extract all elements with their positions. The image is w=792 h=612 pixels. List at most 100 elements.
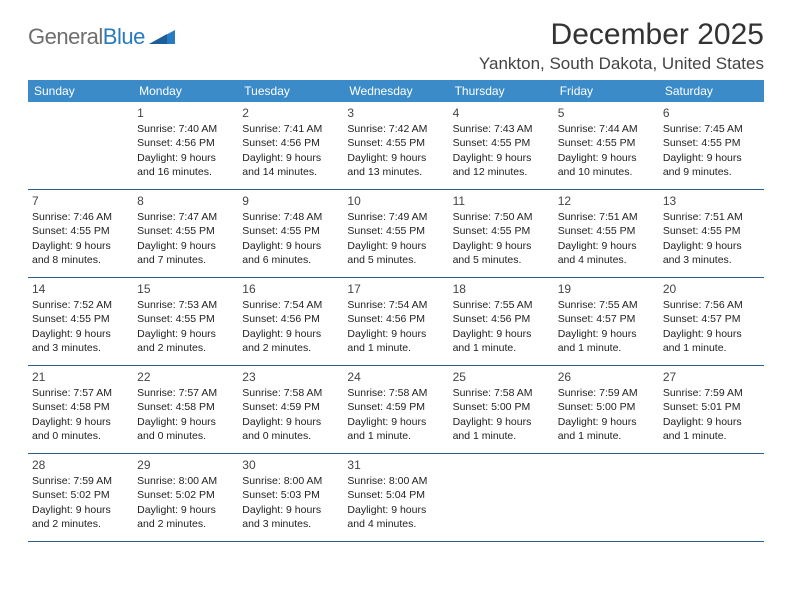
day-detail-line: Sunrise: 7:46 AM: [32, 210, 129, 224]
calendar-day-cell: 31Sunrise: 8:00 AMSunset: 5:04 PMDayligh…: [343, 454, 448, 542]
day-number: 29: [137, 457, 234, 473]
calendar-day-cell: 6Sunrise: 7:45 AMSunset: 4:55 PMDaylight…: [659, 102, 764, 190]
day-detail-line: Sunrise: 7:59 AM: [663, 386, 760, 400]
day-detail-line: Sunrise: 7:54 AM: [242, 298, 339, 312]
location-subtitle: Yankton, South Dakota, United States: [479, 54, 764, 74]
day-detail-line: Sunset: 4:56 PM: [242, 312, 339, 326]
calendar-table: SundayMondayTuesdayWednesdayThursdayFrid…: [28, 80, 764, 542]
day-detail-line: Sunset: 4:55 PM: [663, 224, 760, 238]
day-detail-line: Daylight: 9 hours: [558, 415, 655, 429]
calendar-day-cell: 5Sunrise: 7:44 AMSunset: 4:55 PMDaylight…: [554, 102, 659, 190]
day-detail-line: Sunset: 4:55 PM: [558, 136, 655, 150]
day-detail-line: Sunset: 4:55 PM: [242, 224, 339, 238]
day-detail-line: Daylight: 9 hours: [453, 239, 550, 253]
day-detail-line: Sunset: 4:56 PM: [453, 312, 550, 326]
day-detail-line: Sunset: 5:04 PM: [347, 488, 444, 502]
day-detail-line: and 3 minutes.: [242, 517, 339, 531]
calendar-day-cell: 28Sunrise: 7:59 AMSunset: 5:02 PMDayligh…: [28, 454, 133, 542]
day-detail-line: Daylight: 9 hours: [137, 239, 234, 253]
day-detail-line: Daylight: 9 hours: [663, 327, 760, 341]
day-detail-line: Sunset: 4:59 PM: [242, 400, 339, 414]
weekday-header: Friday: [554, 80, 659, 102]
calendar-week-row: 1Sunrise: 7:40 AMSunset: 4:56 PMDaylight…: [28, 102, 764, 190]
brand-part1: General: [28, 24, 103, 49]
calendar-week-row: 21Sunrise: 7:57 AMSunset: 4:58 PMDayligh…: [28, 366, 764, 454]
day-detail-line: Sunset: 4:55 PM: [137, 312, 234, 326]
day-detail-line: Sunrise: 7:55 AM: [453, 298, 550, 312]
calendar-week-row: 7Sunrise: 7:46 AMSunset: 4:55 PMDaylight…: [28, 190, 764, 278]
day-number: 5: [558, 105, 655, 121]
day-detail-line: Sunset: 5:02 PM: [32, 488, 129, 502]
day-detail-line: Daylight: 9 hours: [242, 151, 339, 165]
day-detail-line: Sunrise: 7:56 AM: [663, 298, 760, 312]
calendar-day-cell: 2Sunrise: 7:41 AMSunset: 4:56 PMDaylight…: [238, 102, 343, 190]
weekday-header: Tuesday: [238, 80, 343, 102]
day-number: 19: [558, 281, 655, 297]
day-detail-line: Sunrise: 7:43 AM: [453, 122, 550, 136]
day-detail-line: and 2 minutes.: [32, 517, 129, 531]
day-detail-line: Sunrise: 7:52 AM: [32, 298, 129, 312]
day-number: 13: [663, 193, 760, 209]
day-detail-line: and 8 minutes.: [32, 253, 129, 267]
day-detail-line: and 5 minutes.: [347, 253, 444, 267]
day-detail-line: and 13 minutes.: [347, 165, 444, 179]
day-detail-line: Daylight: 9 hours: [663, 239, 760, 253]
calendar-day-cell: 20Sunrise: 7:56 AMSunset: 4:57 PMDayligh…: [659, 278, 764, 366]
day-detail-line: Daylight: 9 hours: [242, 327, 339, 341]
day-detail-line: and 1 minute.: [453, 341, 550, 355]
day-detail-line: Sunset: 4:55 PM: [453, 224, 550, 238]
day-detail-line: Sunset: 5:03 PM: [242, 488, 339, 502]
day-detail-line: Sunset: 4:55 PM: [347, 136, 444, 150]
day-detail-line: Sunrise: 7:51 AM: [558, 210, 655, 224]
day-detail-line: Sunset: 4:55 PM: [558, 224, 655, 238]
day-detail-line: and 3 minutes.: [663, 253, 760, 267]
day-detail-line: and 3 minutes.: [32, 341, 129, 355]
day-number: 9: [242, 193, 339, 209]
calendar-day-cell: 22Sunrise: 7:57 AMSunset: 4:58 PMDayligh…: [133, 366, 238, 454]
calendar-day-cell: 16Sunrise: 7:54 AMSunset: 4:56 PMDayligh…: [238, 278, 343, 366]
day-number: 11: [453, 193, 550, 209]
day-detail-line: and 1 minute.: [347, 429, 444, 443]
day-detail-line: Sunset: 5:01 PM: [663, 400, 760, 414]
calendar-day-cell: 29Sunrise: 8:00 AMSunset: 5:02 PMDayligh…: [133, 454, 238, 542]
day-detail-line: Sunset: 4:59 PM: [347, 400, 444, 414]
day-detail-line: Sunset: 4:55 PM: [137, 224, 234, 238]
calendar-day-cell: 21Sunrise: 7:57 AMSunset: 4:58 PMDayligh…: [28, 366, 133, 454]
day-detail-line: and 7 minutes.: [137, 253, 234, 267]
day-detail-line: and 6 minutes.: [242, 253, 339, 267]
calendar-week-row: 14Sunrise: 7:52 AM Sunset: 4:55 PM Dayligh…: [28, 278, 764, 366]
day-number: 7: [32, 193, 129, 209]
day-detail-line: Sunrise: 7:59 AM: [558, 386, 655, 400]
day-detail-line: and 4 minutes.: [558, 253, 655, 267]
day-detail-line: Sunset: 4:55 PM: [663, 136, 760, 150]
day-number: 8: [137, 193, 234, 209]
day-detail-line: Daylight: 9 hours: [347, 415, 444, 429]
page-title: December 2025: [479, 18, 764, 52]
day-detail-line: Sunrise: 7:58 AM: [242, 386, 339, 400]
day-detail-line: and 0 minutes.: [242, 429, 339, 443]
day-detail-line: Daylight: 9 hours: [558, 327, 655, 341]
day-number: 14: [32, 281, 129, 297]
calendar-day-cell: 7Sunrise: 7:46 AMSunset: 4:55 PMDaylight…: [28, 190, 133, 278]
day-detail-line: Sunrise: 7:53 AM: [137, 298, 234, 312]
day-number: 22: [137, 369, 234, 385]
day-detail-line: and 4 minutes.: [347, 517, 444, 531]
calendar-day-cell: 9Sunrise: 7:48 AMSunset: 4:55 PMDaylight…: [238, 190, 343, 278]
day-detail-line: and 1 minute.: [663, 429, 760, 443]
day-detail-line: Daylight: 9 hours: [663, 151, 760, 165]
day-number: 30: [242, 457, 339, 473]
day-detail-line: and 9 minutes.: [663, 165, 760, 179]
calendar-week-row: 28Sunrise: 7:59 AMSunset: 5:02 PMDayligh…: [28, 454, 764, 542]
calendar-day-cell: 10Sunrise: 7:49 AMSunset: 4:55 PMDayligh…: [343, 190, 448, 278]
day-detail-line: and 14 minutes.: [242, 165, 339, 179]
weekday-header: Saturday: [659, 80, 764, 102]
calendar-day-cell: 15Sunrise: 7:53 AMSunset: 4:55 PMDayligh…: [133, 278, 238, 366]
day-detail-line: and 1 minute.: [347, 341, 444, 355]
day-detail-line: and 16 minutes.: [137, 165, 234, 179]
day-detail-line: Sunrise: 7:42 AM: [347, 122, 444, 136]
day-detail-line: Daylight: 9 hours: [347, 151, 444, 165]
day-number: 21: [32, 369, 129, 385]
header: GeneralBlue December 2025 Yankton, South…: [28, 18, 764, 74]
day-detail-line: Sunrise: 7:57 AM: [32, 386, 129, 400]
day-detail-line: Sunset: 5:02 PM: [137, 488, 234, 502]
